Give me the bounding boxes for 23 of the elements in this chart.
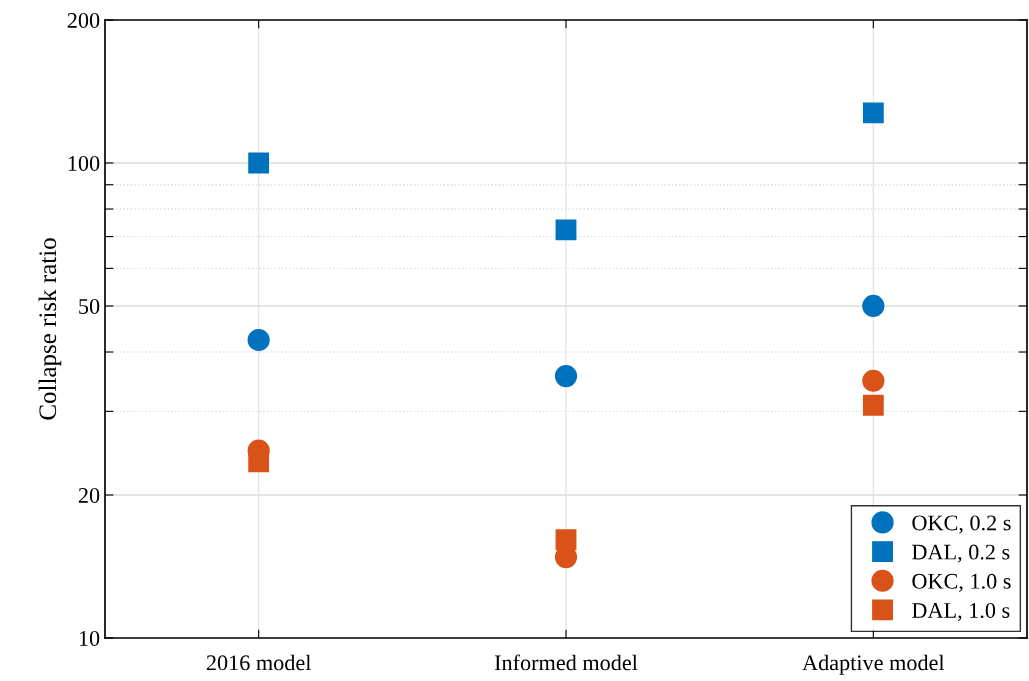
point — [862, 294, 885, 318]
y-tick-label: 20 — [78, 487, 100, 503]
point — [862, 369, 885, 392]
legend-label: OKC, 0.2 s — [912, 515, 1011, 534]
x-tick-label: Adaptive model — [802, 654, 945, 675]
x-tick-label: 2016 model — [206, 654, 311, 671]
point — [248, 152, 270, 174]
point — [862, 102, 884, 124]
y-axis-title: Collapse risk ratio — [38, 238, 62, 420]
point — [247, 328, 270, 352]
y-tick-label: 100 — [68, 155, 100, 171]
point — [248, 451, 270, 473]
point — [862, 394, 884, 416]
legend-label: DAL, 0.2 s — [912, 544, 1010, 563]
y-tick-label: 10 — [79, 630, 100, 646]
x-tick-label: Informed model — [494, 654, 638, 671]
legend-label: DAL, 1.0 s — [912, 602, 1010, 622]
point — [555, 529, 577, 551]
point — [554, 364, 578, 388]
y-tick-label: 50 — [79, 298, 100, 314]
legend-label: OKC, 1.0 s — [912, 573, 1011, 592]
point — [555, 219, 577, 241]
y-tick-label: 200 — [67, 12, 100, 28]
